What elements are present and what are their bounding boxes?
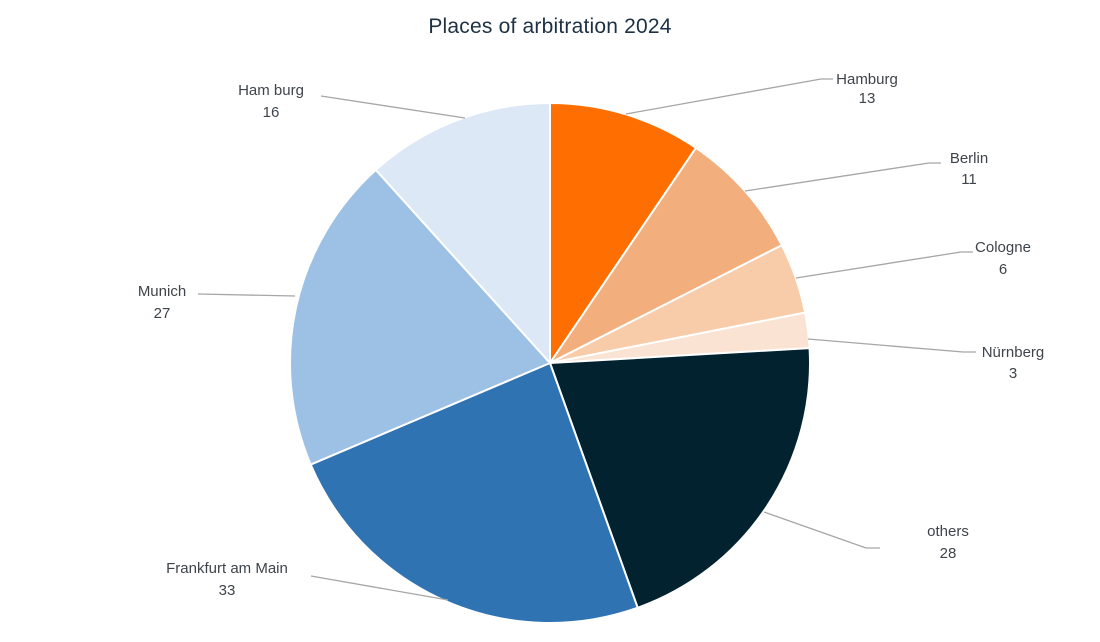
leader-line-munich [197, 293, 296, 297]
leader-line-frankfurt-am-main [310, 575, 449, 601]
chart-title: Places of arbitration 2024 [428, 15, 672, 38]
slice-label-munich: Munich 27 [138, 283, 186, 322]
leader-line-ham-burg [320, 95, 466, 119]
slice-label-ham-burg: Ham burg 16 [238, 82, 304, 121]
leader-line-cologne [795, 251, 973, 279]
leader-line-hamburg [625, 78, 833, 115]
slice-label-frankfurt-am-main: Frankfurt am Main 33 [166, 560, 288, 599]
slice-label-n-rnberg: Nürnberg 3 [982, 344, 1045, 382]
slice-label-berlin: Berlin 11 [950, 150, 988, 188]
leader-line-berlin [744, 162, 941, 192]
leader-line-others [763, 511, 880, 549]
pie-slice-frankfurt-am-main[interactable] [309, 362, 639, 624]
slice-label-cologne: Cologne 6 [975, 239, 1031, 278]
pie-slice-munich[interactable] [289, 168, 551, 466]
leader-line-n-rnberg [807, 338, 976, 353]
slice-label-others: others 28 [927, 523, 969, 562]
slice-label-hamburg: Hamburg 13 [836, 71, 898, 107]
pie-slice-ham-burg[interactable] [374, 102, 551, 364]
